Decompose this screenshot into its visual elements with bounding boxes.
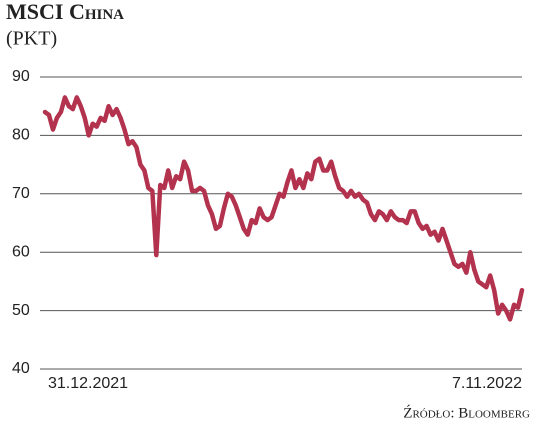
y-tick-label: 90: [12, 68, 30, 85]
y-tick-label: 80: [12, 127, 30, 144]
x-tick-label: 7.11.2022: [452, 375, 522, 392]
chart-subtitle: (PKT): [6, 28, 57, 50]
y-tick-label: 60: [12, 243, 30, 260]
y-tick-label: 50: [12, 302, 30, 319]
data-line: [42, 95, 525, 322]
source: Źródło: Bloomberg: [403, 404, 530, 421]
y-tick-label: 40: [12, 360, 30, 377]
chart-title: MSCI China: [6, 0, 124, 24]
y-tick-label: 70: [12, 185, 30, 202]
x-tick-label: 31.12.2021: [48, 375, 128, 392]
